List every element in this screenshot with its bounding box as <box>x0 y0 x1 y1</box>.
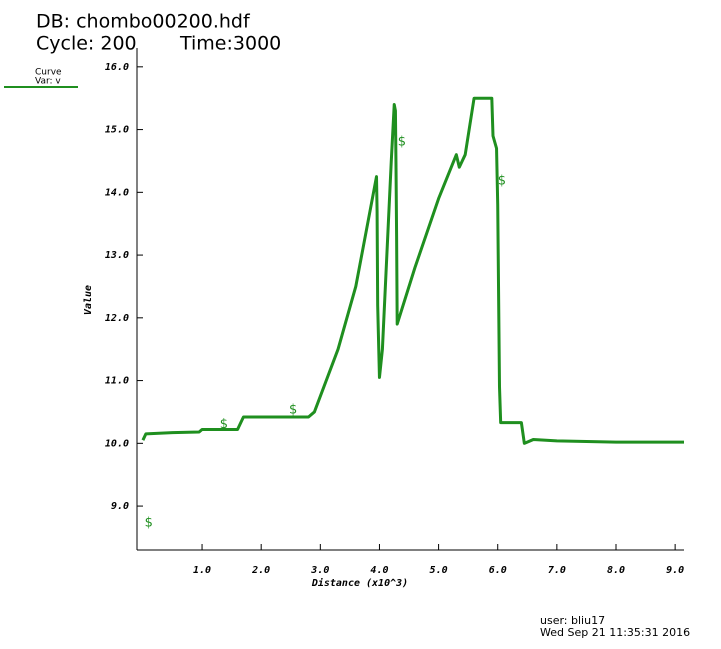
point-marker: $ <box>220 417 228 432</box>
cycle: Cycle: 200 <box>36 33 137 55</box>
x-axis-label: Distance (x10^3) <box>311 577 408 589</box>
point-marker: $ <box>398 135 406 150</box>
legend-label: Var: v <box>35 77 61 87</box>
y-tick-label: 14.0 <box>105 187 129 198</box>
x-tick-label: 5.0 <box>430 565 448 576</box>
date: Wed Sep 21 11:35:31 2016 <box>540 626 690 639</box>
db-name: DB: chombo00200.hdf <box>36 11 251 33</box>
point-marker: $ <box>289 403 297 418</box>
y-axis-label: Value <box>83 285 94 315</box>
legend-title: Curve <box>35 68 62 78</box>
y-tick-label: 9.0 <box>111 501 129 512</box>
x-tick-label: 6.0 <box>489 565 507 576</box>
x-tick-label: 9.0 <box>666 565 684 576</box>
user: user: bliu17 <box>540 614 605 627</box>
point-marker: $ <box>498 174 506 189</box>
point-marker: $ <box>145 516 153 531</box>
y-tick-label: 11.0 <box>105 376 129 387</box>
y-tick-label: 12.0 <box>105 313 129 324</box>
y-tick-label: 16.0 <box>105 62 129 73</box>
y-tick-label: 15.0 <box>105 125 129 136</box>
x-tick-label: 4.0 <box>370 565 388 576</box>
x-tick-label: 7.0 <box>548 565 566 576</box>
x-tick-label: 2.0 <box>251 565 270 576</box>
y-tick-label: 13.0 <box>105 250 129 261</box>
x-tick-label: 3.0 <box>310 565 329 576</box>
y-tick-label: 10.0 <box>105 438 129 449</box>
x-tick-label: 8.0 <box>607 565 625 576</box>
time: Time:3000 <box>179 33 281 55</box>
x-tick-label: 1.0 <box>193 565 211 576</box>
data-line <box>141 96 684 445</box>
